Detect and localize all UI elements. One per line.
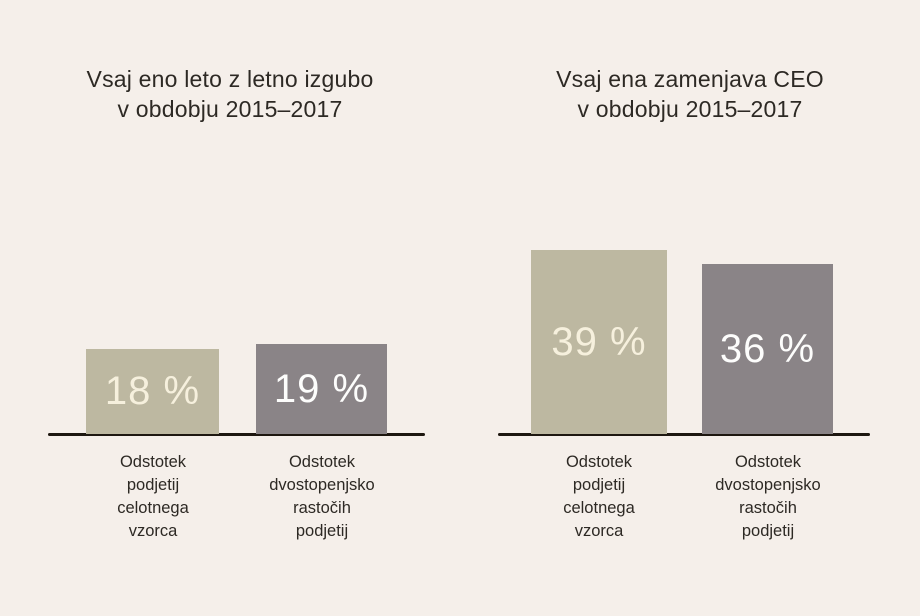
bar-total-sample: 39 % — [531, 250, 667, 434]
chart-title-left-line2: v obdobju 2015–2017 — [117, 96, 343, 122]
category-label-line: podjetij — [126, 476, 180, 494]
category-label-bar-two-stage-growth: Odstotek dvostopenjsko rastočih podjetij — [673, 451, 863, 543]
category-label-line: dvostopenjsko — [715, 476, 821, 494]
category-label-line: celotnega — [117, 499, 189, 517]
category-label-line: Odstotek — [565, 453, 633, 471]
category-label-line: vzorca — [128, 522, 178, 540]
bar-total-sample: 18 % — [86, 349, 219, 434]
chart-title-right-line1: Vsaj ena zamenjava CEO — [556, 66, 824, 92]
category-label-line: vzorca — [574, 522, 624, 540]
category-label-line: Odstotek — [288, 453, 356, 471]
chart-title-right: Vsaj ena zamenjava CEO v obdobju 2015–20… — [460, 64, 920, 124]
category-label-line: podjetij — [572, 476, 626, 494]
category-label-line: celotnega — [563, 499, 635, 517]
bar-value-label: 18 % — [104, 369, 201, 413]
chart-title-left-line1: Vsaj eno leto z letno izgubo — [86, 66, 374, 92]
category-label-bar-total-sample: Odstotek podjetij celotnega vzorca — [504, 451, 694, 543]
chart-panel-right: Vsaj ena zamenjava CEO v obdobju 2015–20… — [460, 0, 920, 616]
category-label-line: rastočih — [739, 499, 797, 517]
chart-panel-left: Vsaj eno leto z letno izgubo v obdobju 2… — [0, 64, 460, 543]
bar-two-stage-growth: 36 % — [702, 264, 833, 434]
category-label-bar-two-stage-growth: Odstotek dvostopenjsko rastočih podjetij — [227, 451, 417, 543]
category-label-bar-total-sample: Odstotek podjetij celotnega vzorca — [58, 451, 248, 543]
chart-title-right-line2: v obdobju 2015–2017 — [577, 96, 803, 122]
bar-value-label: 36 % — [719, 326, 816, 371]
category-label-line: podjetij — [295, 522, 349, 540]
x-axis-line — [498, 433, 870, 436]
category-label-line: podjetij — [741, 522, 795, 540]
bar-value-label: 19 % — [273, 366, 370, 411]
chart-title-left: Vsaj eno leto z letno izgubo v obdobju 2… — [0, 64, 460, 124]
category-label-line: rastočih — [293, 499, 351, 517]
bar-two-stage-growth: 19 % — [256, 344, 387, 434]
category-label-line: Odstotek — [119, 453, 187, 471]
plot-area-left: 18 % Odstotek podjetij celotnega vzorca 19 % O… — [48, 344, 425, 543]
category-label-line: dvostopenjsko — [269, 476, 375, 494]
bar-value-label: 39 % — [551, 319, 647, 364]
x-axis-line — [48, 433, 425, 436]
plot-area-right: 39 % Odstotek podjetij celotnega vzorca 36 % O… — [460, 0, 920, 616]
category-label-line: Odstotek — [734, 453, 802, 471]
